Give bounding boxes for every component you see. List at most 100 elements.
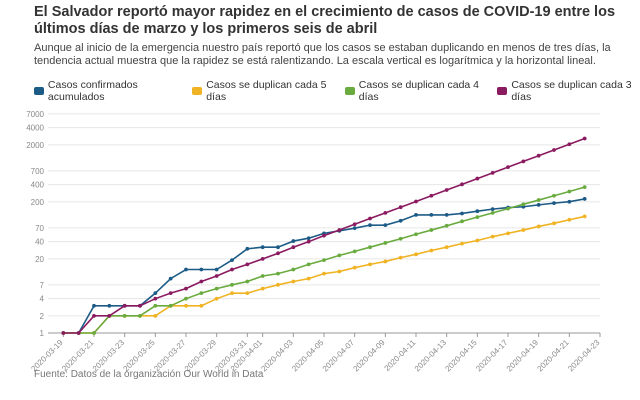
data-point	[260, 274, 265, 278]
data-point	[260, 286, 265, 291]
data-point	[475, 238, 480, 243]
data-point	[475, 215, 480, 219]
data-point	[383, 210, 388, 215]
data-point	[429, 213, 434, 217]
legend-item[interactable]: Casos se duplican cada 4 días	[344, 79, 488, 103]
data-point	[475, 209, 480, 214]
legend-item[interactable]: Casos se duplican cada 5 días	[192, 79, 335, 103]
y-tick-label: 400	[31, 181, 45, 190]
data-point	[199, 267, 204, 272]
legend-label: Casos se duplican cada 5 días	[206, 79, 327, 103]
y-tick-label: 7000	[26, 110, 44, 119]
data-point	[291, 267, 296, 272]
legend-label: Casos se duplican cada 4 días	[358, 79, 480, 103]
y-tick-label: 1	[40, 329, 45, 338]
data-point	[414, 252, 418, 257]
chart-subtitle: Aunque al inicio de la emergencia nuestr…	[34, 42, 611, 67]
data-point	[567, 189, 572, 194]
data-point	[398, 255, 403, 260]
data-point	[567, 142, 572, 147]
data-point	[276, 282, 280, 287]
data-point	[536, 202, 541, 207]
data-point	[506, 165, 510, 170]
data-point	[199, 279, 204, 284]
series-line	[63, 198, 585, 334]
data-point	[352, 222, 357, 227]
data-point	[414, 232, 418, 237]
data-point	[444, 245, 449, 250]
data-point	[214, 274, 219, 278]
legend-label: Casos confirmados acumulados	[47, 79, 138, 103]
data-point	[107, 313, 112, 318]
data-point	[490, 234, 495, 239]
data-point	[184, 303, 188, 308]
data-point	[414, 199, 418, 204]
legend-item[interactable]: Casos confirmados acumulados	[34, 79, 182, 103]
data-point	[245, 291, 250, 296]
data-point	[429, 248, 434, 253]
data-point	[230, 258, 234, 263]
source-note: Fuente: Datos de la organización Our Wor…	[34, 369, 264, 380]
data-point	[245, 279, 250, 284]
data-point	[337, 253, 342, 258]
data-point	[291, 239, 296, 243]
legend-item[interactable]: Casos se duplican cada 3 días	[497, 79, 640, 103]
data-point	[260, 245, 265, 250]
data-point	[184, 267, 188, 272]
data-point	[460, 182, 464, 187]
x-tick-label: 2020-04-23	[566, 338, 602, 374]
data-point	[398, 236, 403, 241]
data-point	[398, 218, 403, 223]
data-point	[230, 282, 234, 287]
legend-swatch	[192, 87, 203, 95]
data-point	[291, 245, 296, 250]
y-tick-label: 700	[31, 167, 45, 176]
data-point	[153, 296, 158, 301]
data-point	[214, 267, 219, 272]
data-point	[322, 258, 326, 263]
data-point	[383, 259, 388, 264]
data-point	[552, 201, 556, 206]
data-point	[168, 276, 173, 281]
y-tick-label: 20	[35, 255, 44, 264]
data-point	[368, 216, 372, 221]
legend-label: Casos se duplican cada 3 días	[511, 79, 632, 103]
data-point	[536, 153, 541, 158]
data-point	[214, 296, 219, 301]
data-point	[582, 185, 587, 190]
data-point	[552, 221, 556, 226]
data-point	[168, 291, 173, 296]
chart-title: El Salvador reportó mayor rapidez en el …	[34, 4, 616, 37]
data-point	[276, 245, 280, 250]
y-tick-label: 7	[40, 281, 45, 290]
data-point	[138, 313, 142, 318]
data-point	[521, 202, 526, 207]
data-point	[337, 269, 342, 274]
data-point	[322, 271, 326, 276]
legend: Casos confirmados acumulados Casos se dup…	[34, 79, 640, 103]
data-point	[352, 226, 357, 231]
data-point	[260, 256, 265, 261]
data-point	[184, 296, 188, 301]
data-point	[153, 291, 158, 296]
data-point	[92, 303, 96, 308]
data-point	[276, 251, 280, 256]
data-point	[398, 205, 403, 210]
data-point	[536, 198, 541, 202]
y-tick-label: 2	[40, 312, 45, 321]
data-point	[552, 148, 556, 152]
data-point	[199, 303, 204, 308]
data-point	[490, 210, 495, 215]
data-point	[460, 219, 464, 224]
y-tick-label: 4	[40, 295, 45, 304]
data-point	[444, 223, 449, 228]
data-point	[76, 331, 81, 335]
data-point	[567, 199, 572, 204]
data-point	[322, 233, 326, 238]
data-point	[199, 291, 204, 296]
data-point	[168, 303, 173, 308]
data-point	[429, 228, 434, 232]
legend-swatch	[34, 87, 44, 95]
